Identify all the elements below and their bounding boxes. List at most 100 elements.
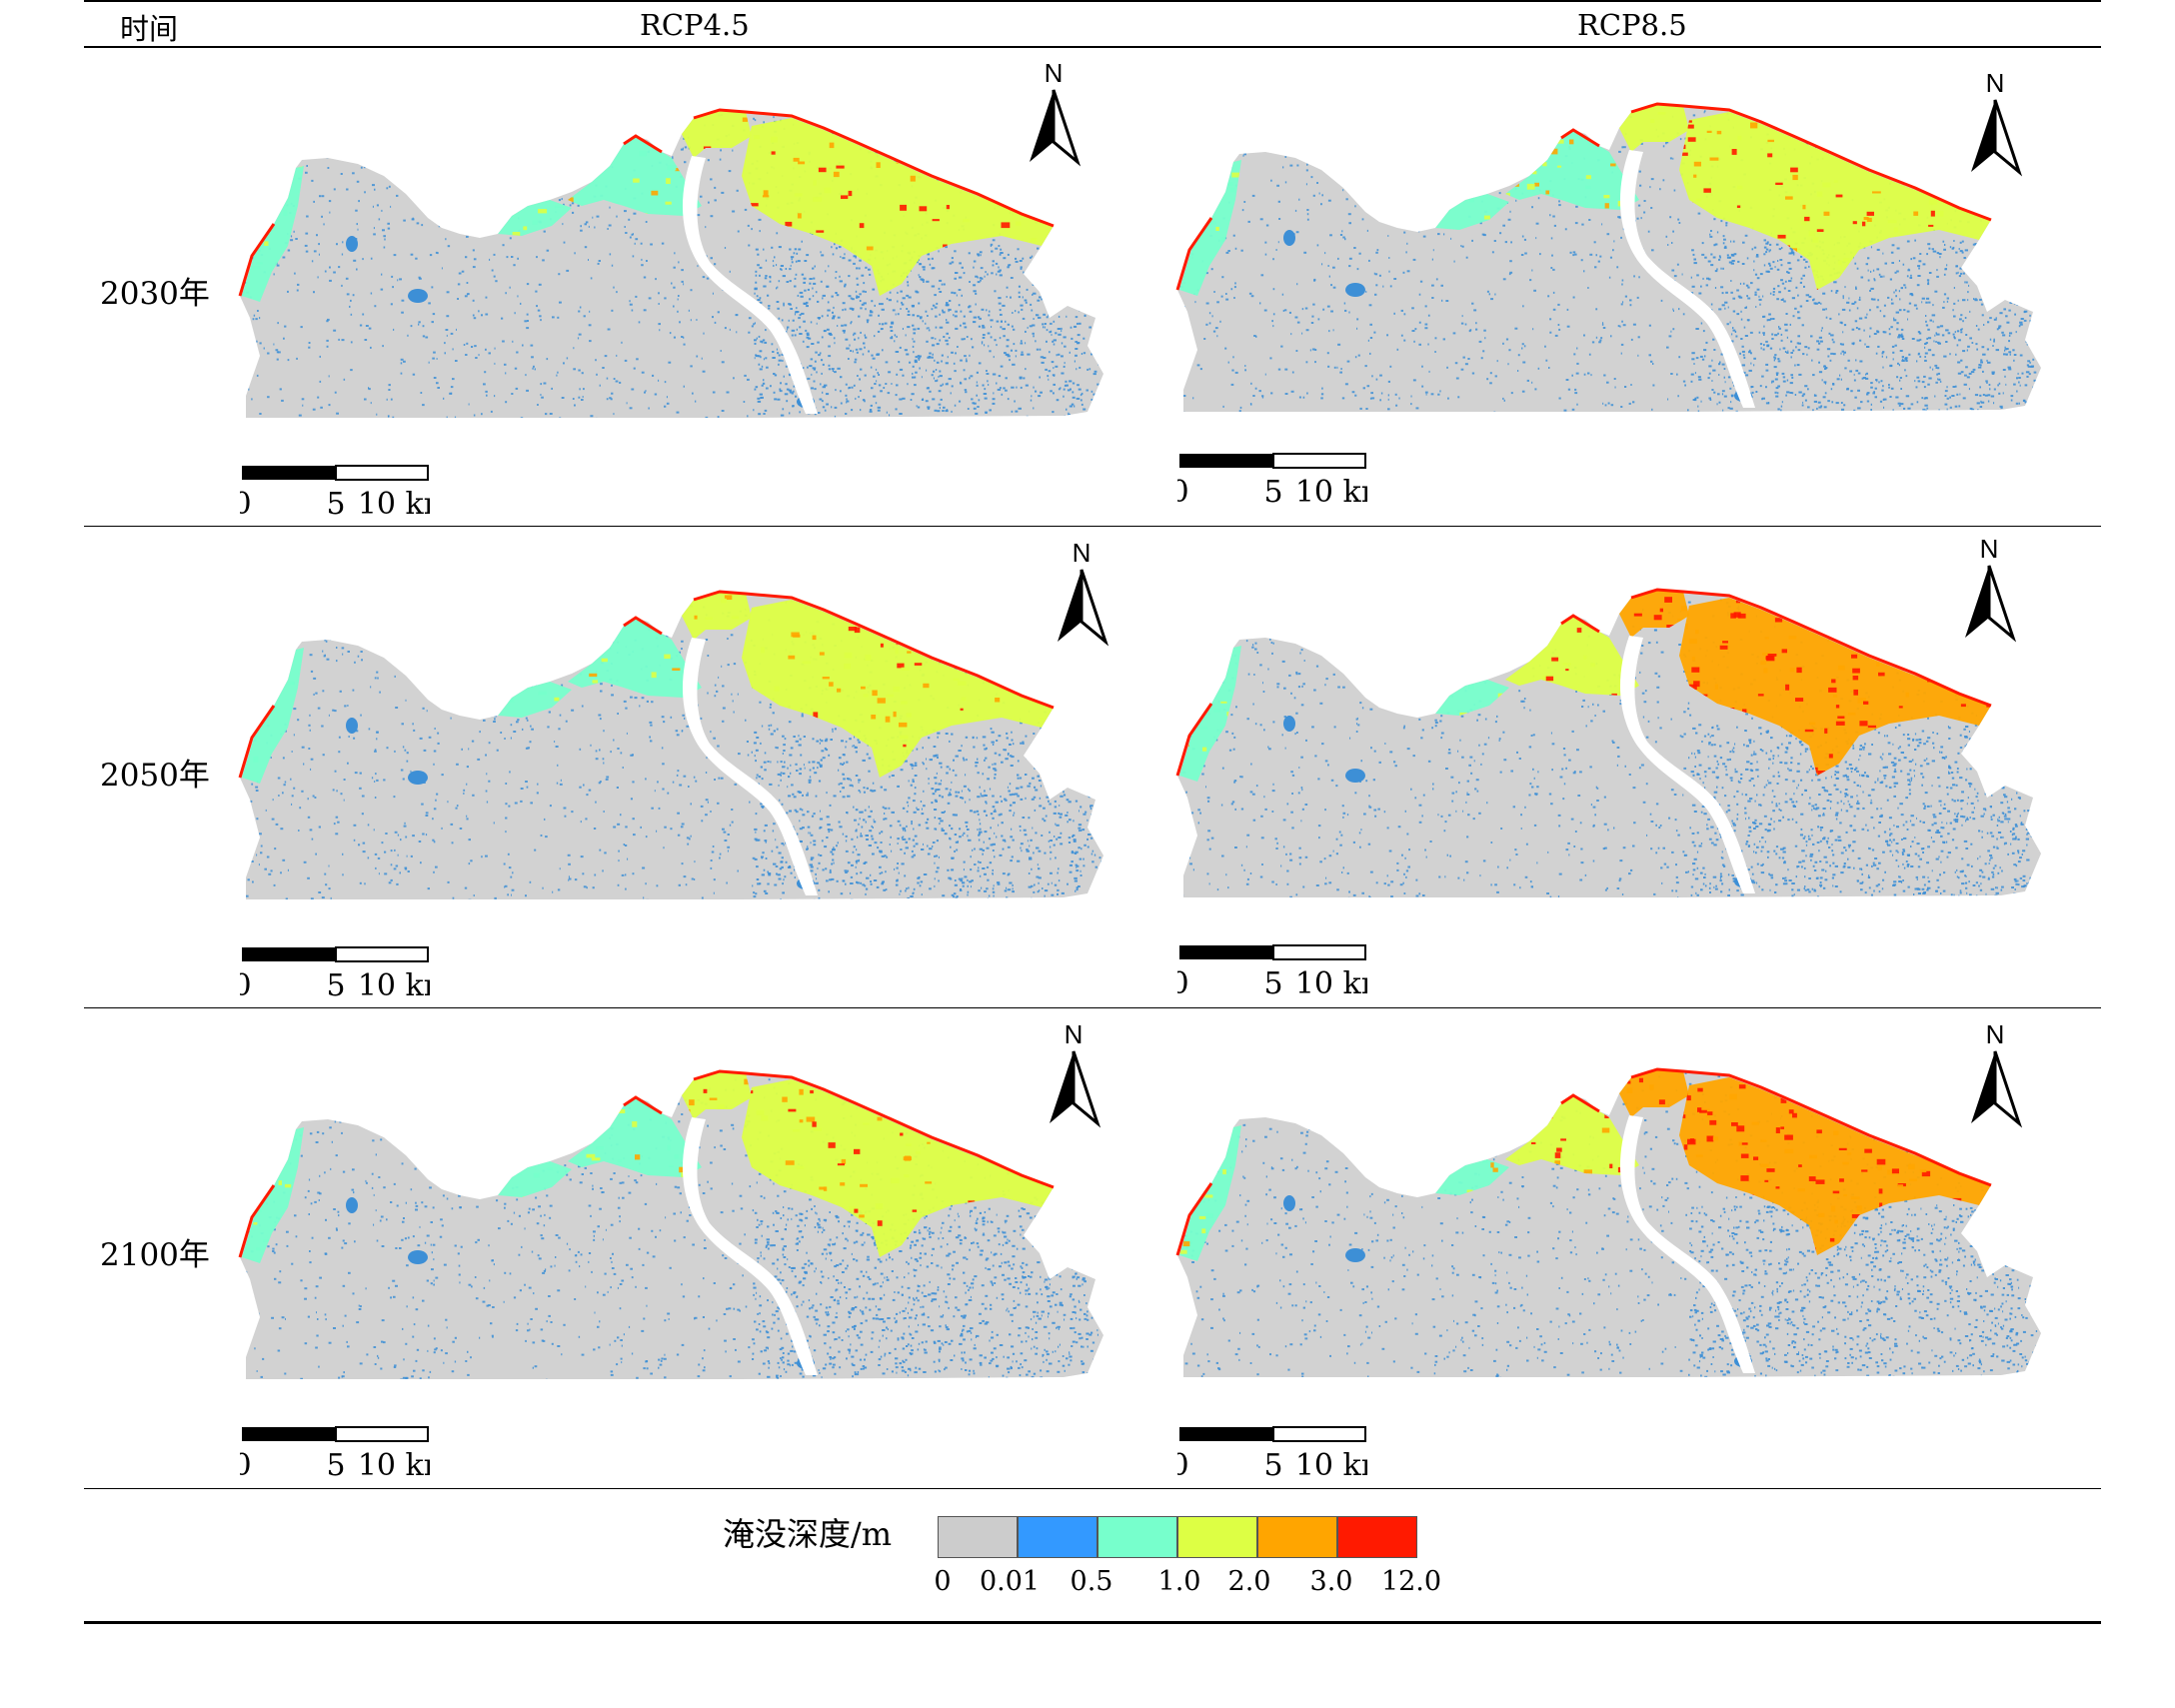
- scale-bar-white: [1272, 1426, 1366, 1442]
- scale-bar-black: [1179, 945, 1273, 959]
- scale-label: 0: [240, 487, 252, 522]
- scale-bar: 0 5 10 km: [1177, 453, 1367, 510]
- legend-color-swatch: [1177, 1516, 1257, 1558]
- scale-label: 0: [1177, 1448, 1189, 1483]
- row-divider-2: [84, 1007, 2101, 1008]
- land-area: [1177, 104, 2041, 412]
- inundation-zone: [1619, 1069, 1689, 1117]
- north-arrow-left: [1050, 1051, 1074, 1123]
- legend-tick-label: 1.0: [1158, 1566, 1201, 1597]
- north-arrow-icon: N: [1965, 534, 2017, 643]
- river-channel: [682, 156, 818, 414]
- land-area: [240, 110, 1103, 418]
- map-2030-rcp45: [238, 108, 1103, 418]
- scale-bar-black: [1179, 1427, 1273, 1441]
- north-arrow-left: [1965, 566, 1989, 638]
- north-label: N: [1986, 1019, 2005, 1049]
- coastline: [238, 108, 1055, 297]
- north-arrow-icon: N: [1971, 1019, 2023, 1128]
- scale-label: 5: [1263, 475, 1282, 510]
- scale-bar: 0 5 10 km: [1177, 944, 1367, 1001]
- north-arrow-icon: N: [1971, 68, 2023, 177]
- scale-bar-black: [1179, 454, 1273, 468]
- top-rule: [84, 0, 2101, 2]
- scale-bar: 0 5 10 km: [240, 946, 430, 1003]
- map-2050-rcp85: [1175, 588, 2041, 897]
- map-2030-rcp85: [1175, 102, 2041, 412]
- map-2050-rcp45: [238, 590, 1103, 899]
- north-label: N: [1045, 58, 1064, 88]
- map-2100-rcp45: [238, 1069, 1103, 1379]
- scale-label: 0: [1177, 475, 1189, 510]
- scale-bar-black: [242, 947, 336, 961]
- scale-label: 10 km: [358, 968, 430, 1003]
- legend-color-swatch: [1097, 1516, 1177, 1558]
- north-arrow-left: [1971, 1051, 1995, 1123]
- river-channel: [1619, 636, 1755, 893]
- north-arrow-right: [1993, 1050, 2023, 1128]
- river-channel: [682, 638, 818, 895]
- north-label: N: [1073, 538, 1091, 568]
- scale-bar: 0 5 10 km: [240, 1426, 430, 1483]
- inundation-zone: [568, 136, 702, 216]
- legend-tick-label: 2.0: [1228, 1566, 1271, 1597]
- scale-label: 10 km: [358, 487, 430, 522]
- legend-color-swatch: [938, 1516, 1018, 1558]
- scale-bar-white: [335, 1426, 429, 1442]
- scale-label: 10 km: [1295, 966, 1367, 1001]
- inundation-zone: [1679, 598, 1991, 776]
- north-arrow-right: [1993, 99, 2023, 177]
- map-2100-rcp85: [1175, 1067, 2041, 1377]
- north-arrow-icon: N: [1030, 58, 1082, 167]
- scale-bar-white: [335, 946, 429, 962]
- scale-label: 0: [240, 1448, 252, 1483]
- bottom-rule: [84, 1621, 2101, 1624]
- scale-label: 10 km: [1295, 1448, 1367, 1483]
- scale-bar: 0 5 10 km: [240, 465, 430, 522]
- north-arrow-right: [1080, 569, 1109, 647]
- legend-title: 淹没深度/m: [723, 1509, 892, 1555]
- land-area: [1177, 1069, 2041, 1377]
- scale-bar: 0 5 10 km: [1177, 1426, 1367, 1483]
- river-channel: [1619, 150, 1755, 408]
- header-rcp45: RCP4.5: [640, 8, 750, 42]
- north-arrow-right: [1072, 1050, 1101, 1128]
- scale-label: 10 km: [358, 1448, 430, 1483]
- north-arrow-left: [1058, 570, 1082, 642]
- north-arrow-left: [1971, 100, 1995, 172]
- header-rcp85: RCP8.5: [1577, 8, 1687, 42]
- north-label: N: [1986, 68, 2005, 98]
- coastline: [238, 590, 1055, 779]
- header-rule: [84, 46, 2101, 48]
- legend-tick-label: 12.0: [1381, 1566, 1441, 1597]
- scale-label: 5: [326, 487, 345, 522]
- legend-color-swatch: [1018, 1516, 1097, 1558]
- legend-color-swatch: [1337, 1516, 1417, 1558]
- row-divider-1: [84, 526, 2101, 527]
- row-label-2030: 2030年: [100, 268, 210, 313]
- scale-bar-white: [1272, 453, 1366, 469]
- legend-color-swatch: [1257, 1516, 1337, 1558]
- scale-bar-white: [335, 465, 429, 481]
- legend-tick-label: 0.01: [980, 1566, 1040, 1597]
- scale-bar-black: [242, 466, 336, 480]
- legend-tick-label: 3.0: [1310, 1566, 1353, 1597]
- scale-label: 5: [326, 1448, 345, 1483]
- river-channel: [1619, 1115, 1755, 1373]
- legend-tick-label: 0.5: [1071, 1566, 1113, 1597]
- scale-label: 5: [1263, 1448, 1282, 1483]
- land-area: [240, 592, 1103, 899]
- north-arrow-right: [1987, 565, 2017, 643]
- header-time: 时间: [120, 6, 178, 48]
- scale-bar-white: [1272, 944, 1366, 960]
- north-arrow-icon: N: [1058, 538, 1109, 647]
- scale-label: 5: [1263, 966, 1282, 1001]
- north-label: N: [1065, 1019, 1084, 1049]
- river-channel: [682, 1117, 818, 1375]
- coastline: [1175, 1067, 1992, 1256]
- legend-divider: [84, 1488, 2101, 1489]
- coastline: [1175, 102, 1992, 291]
- scale-label: 0: [240, 968, 252, 1003]
- coastline: [238, 1069, 1055, 1258]
- scale-label: 0: [1177, 966, 1189, 1001]
